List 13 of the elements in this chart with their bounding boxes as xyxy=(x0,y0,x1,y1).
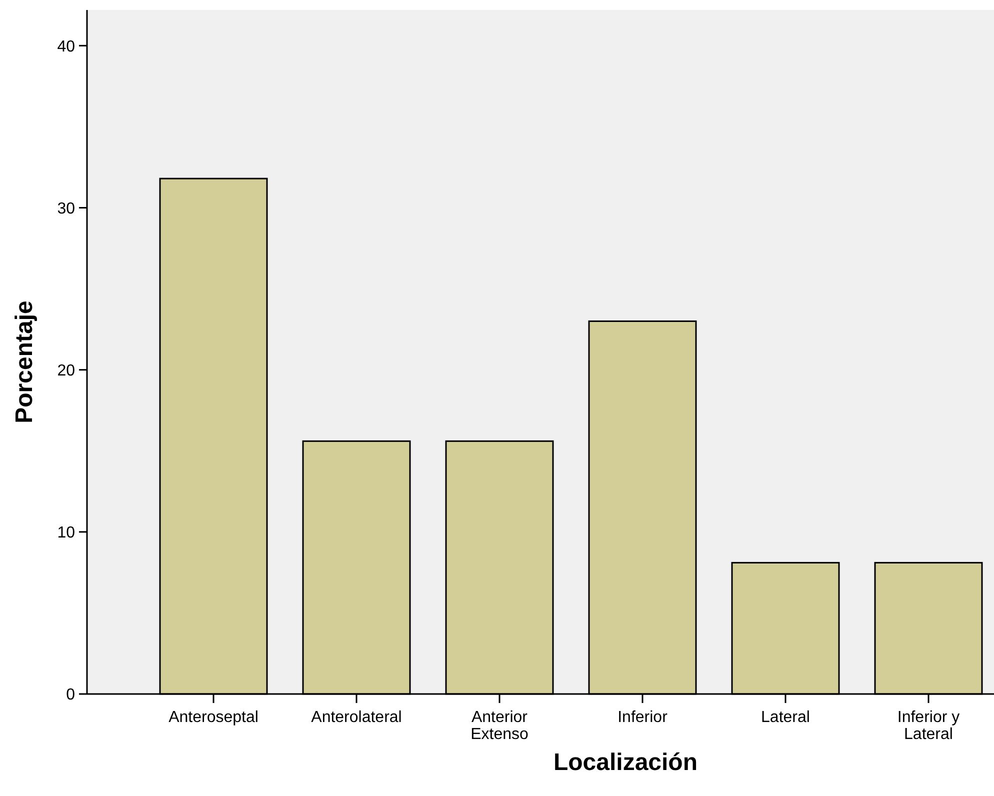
y-tick-label: 0 xyxy=(66,686,76,704)
y-tick-label: 10 xyxy=(57,524,76,542)
y-axis-title: Porcentaje xyxy=(11,300,38,424)
x-axis-title: Localización xyxy=(553,749,698,776)
x-tick-label: Anterior Extenso xyxy=(470,709,529,743)
y-tick-label: 20 xyxy=(57,362,76,380)
x-tick-label: Inferior xyxy=(618,709,668,726)
x-tick-label: Anterolateral xyxy=(311,709,402,726)
x-tick-label: Lateral xyxy=(761,709,810,726)
x-tick-label: Anteroseptal xyxy=(168,709,258,726)
x-tick-label: Inferior y Lateral xyxy=(897,709,960,743)
y-tick-label: 40 xyxy=(57,38,76,56)
y-tick-label: 30 xyxy=(57,200,76,218)
